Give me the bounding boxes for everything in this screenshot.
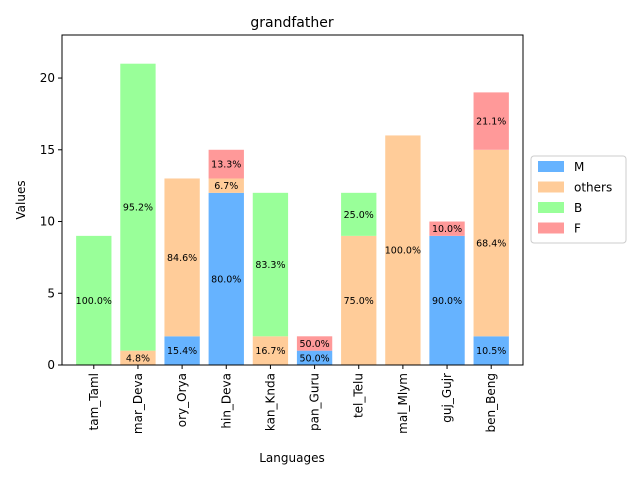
bar-ben-beng-m xyxy=(473,336,509,365)
pct-label-kan-knda-b: 83.3% xyxy=(255,260,285,271)
legend-swatch-m xyxy=(538,161,564,172)
y-axis-title: Values xyxy=(14,180,28,219)
x-tick-label-mal-mlym: mal_Mlym xyxy=(396,373,410,434)
pct-label-ory-orya-m: 15.4% xyxy=(167,346,197,357)
pct-label-ben-beng-others: 68.4% xyxy=(476,239,506,250)
bar-kan-knda-b xyxy=(252,192,289,337)
bar-ory-orya-others xyxy=(164,178,200,337)
legend-label-m: M xyxy=(574,160,584,174)
pct-label-tel-telu-others: 75.0% xyxy=(344,296,374,307)
pct-label-ory-orya-others: 84.6% xyxy=(167,253,197,264)
legend-swatch-b xyxy=(538,202,564,213)
y-tick-label: 10 xyxy=(40,215,55,229)
legend-label-b: B xyxy=(574,201,582,215)
pct-label-hin-deva-others: 6.7% xyxy=(214,181,238,192)
x-tick-label-guj-gujr: guj_Gujr xyxy=(440,373,454,423)
legend-swatch-others xyxy=(538,181,564,193)
x-tick-label-kan-knda: kan_Knda xyxy=(263,373,277,431)
bar-mar-deva-b xyxy=(120,63,156,351)
bar-guj-gujr-f xyxy=(429,221,465,236)
x-tick-label-tel-telu: tel_Telu xyxy=(352,373,366,418)
pct-label-ben-beng-m: 10.5% xyxy=(476,346,506,357)
pct-label-pan-guru-m: 50.0% xyxy=(299,353,329,364)
bar-pan-guru-f xyxy=(296,336,333,351)
bar-ben-beng-f xyxy=(473,92,509,150)
legend-swatch-f xyxy=(538,222,564,234)
pct-label-ben-beng-f: 21.1% xyxy=(476,117,506,128)
legend-label-others: others xyxy=(574,181,612,195)
x-tick-label-mar-deva: mar_Deva xyxy=(131,373,145,434)
bar-kan-knda-others xyxy=(252,336,289,365)
bar-ben-beng-others xyxy=(473,149,509,337)
pct-label-kan-knda-others: 16.7% xyxy=(255,346,285,357)
percentage-labels-group: 100.0% 4.8% 95.2% 15.4% 84.6% 80.0% 6.7% 13.3% 1… xyxy=(76,117,507,365)
bar-hin-deva-others xyxy=(208,178,244,193)
bar-pan-guru-m xyxy=(296,350,333,365)
bar-mal-mlym-others xyxy=(385,135,421,365)
pct-label-tel-telu-b: 25.0% xyxy=(344,210,374,221)
pct-label-guj-gujr-f: 10.0% xyxy=(432,224,462,235)
x-tick-label-hin-deva: hin_Deva xyxy=(219,373,233,429)
pct-label-mar-deva-others: 4.8% xyxy=(126,353,150,364)
pct-label-guj-gujr-m: 90.0% xyxy=(432,296,462,307)
x-tick-label-ben-beng: ben_Beng xyxy=(484,373,498,432)
bars-group xyxy=(76,63,509,365)
y-tick-label: 15 xyxy=(40,143,55,157)
pct-label-mar-deva-b: 95.2% xyxy=(123,203,153,214)
bar-hin-deva-f xyxy=(208,149,244,179)
plot-area-frame xyxy=(61,34,524,366)
legend-frame xyxy=(530,155,627,244)
y-tick-label: 5 xyxy=(47,286,55,300)
x-axis: tam_Taml mar_Deva ory_Orya hin_Deva kan_Knda… xyxy=(87,365,498,434)
bar-tam-taml-b xyxy=(76,235,112,365)
bar-mar-deva-others xyxy=(120,350,156,365)
pct-label-hin-deva-f: 13.3% xyxy=(211,160,241,171)
y-tick-label: 20 xyxy=(40,71,55,85)
bar-tel-telu-b xyxy=(341,192,377,236)
bar-ory-orya-m xyxy=(164,336,200,365)
x-tick-label-tam-taml: tam_Taml xyxy=(87,373,101,430)
bar-hin-deva-m xyxy=(208,192,244,365)
pct-label-hin-deva-m: 80.0% xyxy=(211,274,241,285)
x-tick-label-ory-orya: ory_Orya xyxy=(175,373,189,427)
pct-label-mal-mlym-others: 100.0% xyxy=(385,246,421,257)
legend-label-f: F xyxy=(574,222,581,236)
y-tick-label: 0 xyxy=(47,358,55,372)
x-axis-title: Languages xyxy=(259,451,324,465)
pct-label-tam-taml-b: 100.0% xyxy=(76,296,112,307)
x-tick-label-pan-guru: pan_Guru xyxy=(308,373,322,431)
chart-title: grandfather xyxy=(250,15,333,31)
y-axis: 0 5 10 15 20 xyxy=(40,71,62,372)
bar-tel-telu-others xyxy=(341,235,377,365)
bar-guj-gujr-m xyxy=(429,235,465,365)
pct-label-pan-guru-f: 50.0% xyxy=(299,339,329,350)
